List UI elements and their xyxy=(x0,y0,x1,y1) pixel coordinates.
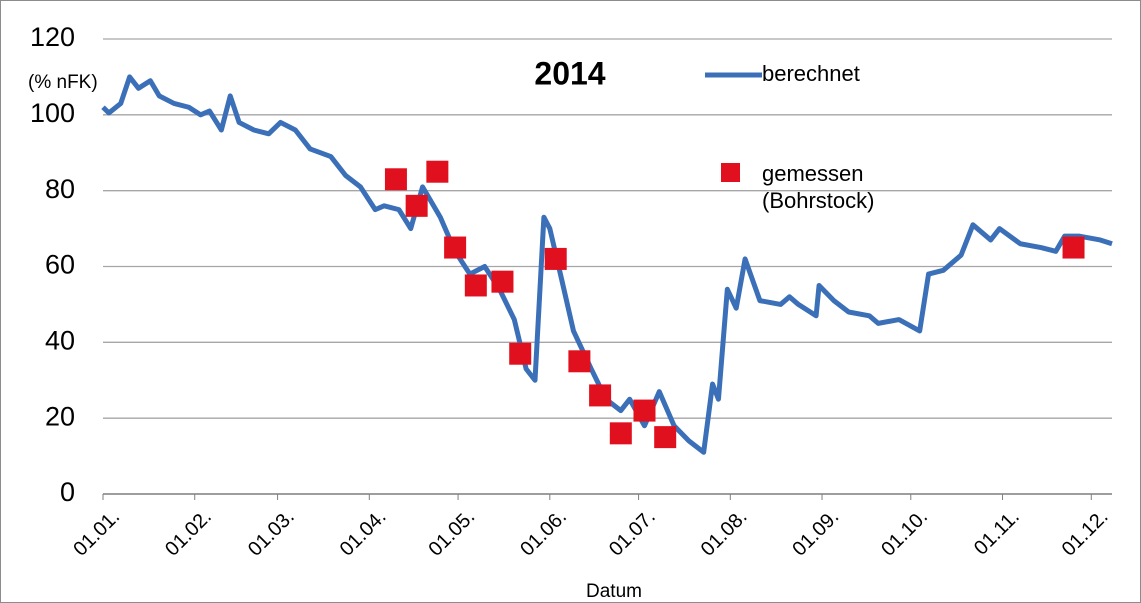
data-point xyxy=(509,342,532,365)
data-point xyxy=(633,399,656,422)
y-tick-label: 100 xyxy=(30,98,75,128)
y-tick-label: 120 xyxy=(30,22,75,52)
data-point xyxy=(568,350,591,373)
data-point xyxy=(654,426,677,449)
x-axis-label: Datum xyxy=(586,581,642,602)
data-point xyxy=(544,247,567,270)
y-tick-label: 0 xyxy=(60,477,75,507)
legend-label: berechnet xyxy=(762,61,860,86)
y-tick-label: 60 xyxy=(45,250,75,280)
data-point xyxy=(405,194,428,217)
data-point xyxy=(609,422,632,445)
chart-title: 2014 xyxy=(534,55,605,91)
data-point xyxy=(384,168,407,191)
data-line xyxy=(101,74,1113,455)
y-tick-label: 20 xyxy=(45,401,75,431)
y-tick-label: 40 xyxy=(45,325,75,355)
data-point xyxy=(464,274,487,297)
data-point xyxy=(426,160,449,183)
data-point xyxy=(491,270,514,293)
legend-marker xyxy=(721,163,740,182)
data-point xyxy=(444,236,467,259)
y-axis-label: (% nFK) xyxy=(28,72,98,93)
data-point xyxy=(589,384,612,407)
y-tick-label: 80 xyxy=(45,174,75,204)
legend-label: gemessen (Bohrstock) xyxy=(762,161,875,213)
data-point xyxy=(1062,236,1085,259)
